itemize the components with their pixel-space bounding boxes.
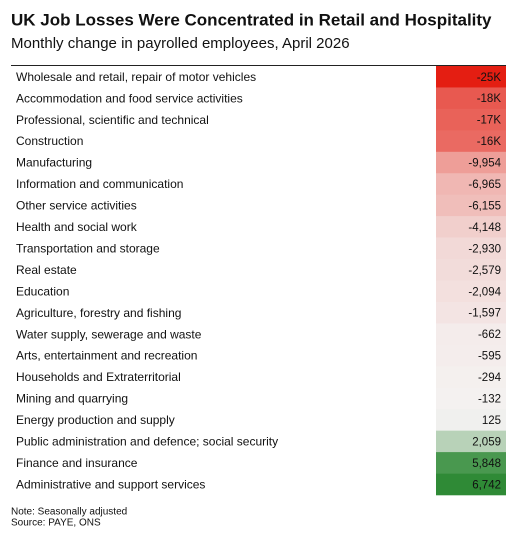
- row-label: Finance and insurance: [16, 456, 138, 470]
- value-cell: [436, 409, 506, 431]
- value-label: -2,930: [468, 243, 501, 255]
- row-label: Accommodation and food service activitie…: [16, 91, 243, 105]
- value-label: -16K: [477, 136, 502, 148]
- value-label: 125: [482, 415, 501, 427]
- value-cell: [436, 151, 506, 174]
- row-label: Education: [16, 284, 69, 298]
- value-label: -595: [478, 351, 501, 363]
- value-cell: [436, 194, 506, 217]
- value-cell: [436, 130, 506, 153]
- value-label: -18K: [477, 93, 502, 105]
- value-label: -6,965: [468, 179, 501, 191]
- row-label: Wholesale and retail, repair of motor ve…: [16, 70, 256, 84]
- value-label: -662: [478, 329, 501, 341]
- value-cell: [436, 344, 506, 367]
- row-label: Real estate: [16, 263, 77, 277]
- value-cell: [436, 452, 506, 474]
- chart-subtitle: Monthly change in payrolled employees, A…: [11, 35, 350, 52]
- row-label: Administrative and support services: [16, 477, 205, 491]
- value-cell: [436, 216, 506, 238]
- value-label: -6,155: [468, 200, 501, 212]
- row-label: Manufacturing: [16, 156, 92, 170]
- note: Note: Seasonally adjusted: [11, 507, 127, 518]
- value-cell: [436, 323, 506, 346]
- row-label: Mining and quarrying: [16, 392, 128, 406]
- row-label: Households and Extraterritorial: [16, 370, 181, 384]
- value-label: -2,579: [468, 265, 501, 277]
- row-label: Transportation and storage: [16, 241, 160, 255]
- value-label: -4,148: [468, 222, 501, 234]
- value-label: -2,094: [468, 286, 501, 298]
- value-cell: [436, 237, 506, 260]
- row-label: Professional, scientific and technical: [16, 113, 209, 127]
- value-cell: [436, 473, 506, 496]
- value-cell: [436, 259, 506, 281]
- value-cell: [436, 430, 506, 453]
- value-label: -25K: [477, 72, 502, 84]
- value-cell: [436, 366, 506, 389]
- row-label: Information and communication: [16, 177, 183, 191]
- value-cell: [436, 173, 506, 195]
- value-cell: [436, 387, 506, 410]
- value-label: -9,954: [468, 158, 501, 170]
- value-label: 5,848: [472, 458, 501, 470]
- row-label: Construction: [16, 134, 83, 148]
- value-cell: [436, 280, 506, 303]
- value-cell: [436, 108, 506, 131]
- row-label: Other service activities: [16, 199, 137, 213]
- row-label: Arts, entertainment and recreation: [16, 349, 197, 363]
- value-label: -294: [478, 372, 502, 384]
- value-cell: [436, 87, 506, 110]
- row-label: Energy production and supply: [16, 413, 175, 427]
- note: Source: PAYE, ONS: [11, 518, 101, 529]
- row-label: Agriculture, forestry and fishing: [16, 306, 181, 320]
- value-label: 2,059: [472, 436, 501, 448]
- row-label: Public administration and defence; socia…: [16, 435, 278, 449]
- value-cell: [436, 301, 506, 324]
- chart-title: UK Job Losses Were Concentrated in Retai…: [11, 10, 492, 29]
- value-label: -17K: [477, 115, 502, 127]
- value-label: -132: [478, 394, 501, 406]
- value-label: -1,597: [468, 308, 501, 320]
- row-label: Water supply, sewerage and waste: [16, 327, 202, 341]
- value-label: 6,742: [472, 479, 501, 491]
- value-cell: [436, 66, 506, 88]
- row-label: Health and social work: [16, 220, 138, 234]
